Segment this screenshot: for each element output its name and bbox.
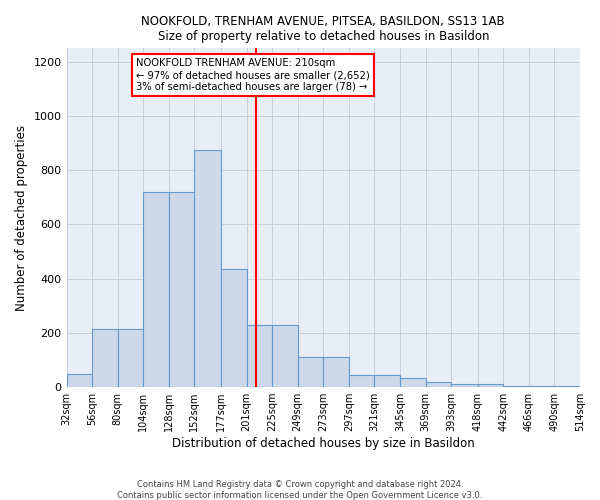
X-axis label: Distribution of detached houses by size in Basildon: Distribution of detached houses by size … [172, 437, 475, 450]
Text: NOOKFOLD TRENHAM AVENUE: 210sqm
← 97% of detached houses are smaller (2,652)
3% : NOOKFOLD TRENHAM AVENUE: 210sqm ← 97% of… [136, 58, 370, 92]
Text: Contains HM Land Registry data © Crown copyright and database right 2024.
Contai: Contains HM Land Registry data © Crown c… [118, 480, 482, 500]
Y-axis label: Number of detached properties: Number of detached properties [15, 124, 28, 310]
Bar [503, 386, 529, 387]
Bar [323, 358, 349, 387]
Bar [221, 269, 247, 387]
Bar [425, 382, 451, 387]
Bar [169, 192, 194, 387]
Bar [529, 386, 554, 387]
Bar [554, 386, 580, 387]
Bar [451, 384, 478, 387]
Bar [272, 325, 298, 387]
Bar [298, 358, 323, 387]
Bar [92, 329, 118, 387]
Bar [143, 192, 169, 387]
Title: NOOKFOLD, TRENHAM AVENUE, PITSEA, BASILDON, SS13 1AB
Size of property relative t: NOOKFOLD, TRENHAM AVENUE, PITSEA, BASILD… [142, 15, 505, 43]
Bar [194, 150, 221, 387]
Bar [478, 384, 503, 387]
Bar [118, 329, 143, 387]
Bar [67, 374, 92, 387]
Bar [247, 325, 272, 387]
Bar [349, 375, 374, 387]
Bar [374, 375, 400, 387]
Bar [400, 378, 425, 387]
